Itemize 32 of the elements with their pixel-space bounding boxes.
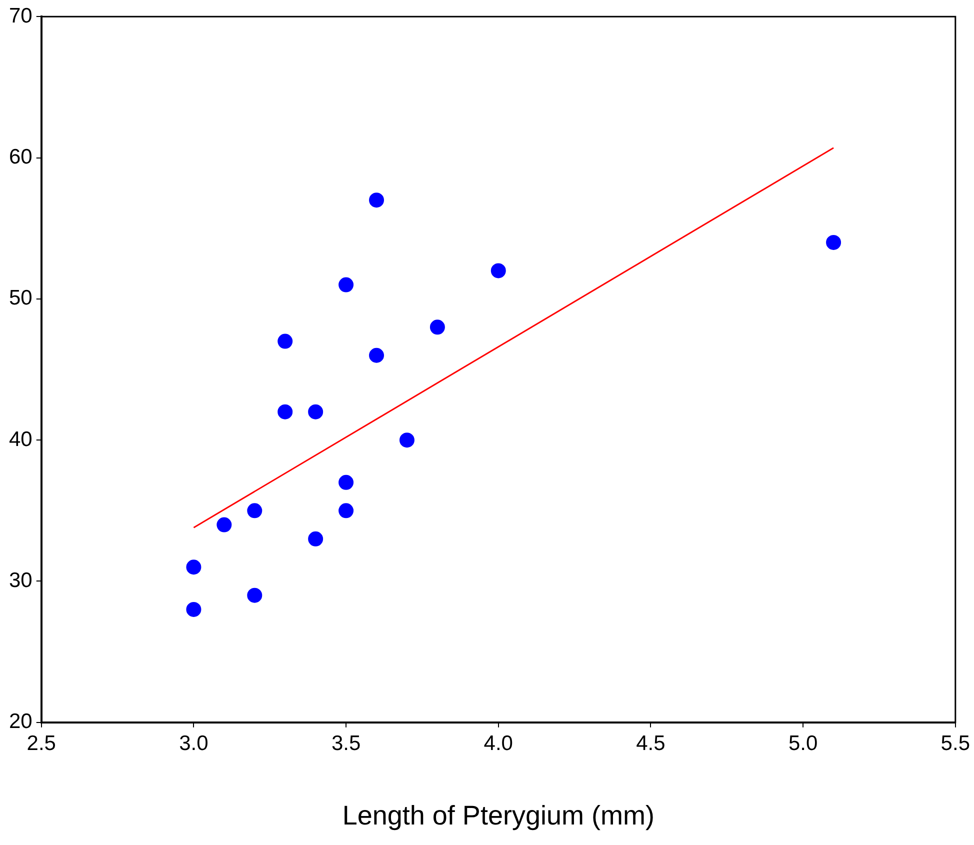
point: [369, 348, 384, 363]
x-tick-label: 5.0: [788, 732, 818, 755]
point: [278, 404, 293, 420]
point: [308, 531, 324, 546]
x-tick-label: 4.0: [484, 732, 513, 755]
point: [338, 277, 354, 292]
point: [826, 234, 842, 250]
point: [490, 263, 506, 278]
x-tick-label: 3.0: [179, 732, 208, 755]
point: [338, 474, 354, 490]
point: [247, 503, 262, 518]
point: [399, 432, 414, 448]
point: [308, 404, 324, 420]
y-tick-label: 30: [9, 569, 32, 592]
point: [186, 602, 202, 617]
point: [216, 517, 232, 532]
x-tick-label: 4.5: [636, 732, 666, 755]
x-axis-title: Length of Pterygium (mm): [342, 800, 654, 830]
x-tick-label: 3.5: [331, 732, 361, 755]
x-tick-label: 5.5: [940, 732, 970, 755]
point: [186, 560, 202, 575]
point: [247, 588, 262, 603]
y-tick-label: 70: [9, 4, 32, 28]
y-tick-label: 50: [9, 286, 32, 310]
y-tick-label: 40: [9, 428, 32, 451]
point: [369, 192, 384, 208]
y-tick-label: 20: [9, 710, 32, 734]
point: [278, 334, 293, 349]
point: [338, 503, 354, 518]
x-tick-label: 2.5: [26, 732, 56, 755]
point: [430, 320, 445, 335]
y-tick-label: 60: [9, 146, 32, 169]
